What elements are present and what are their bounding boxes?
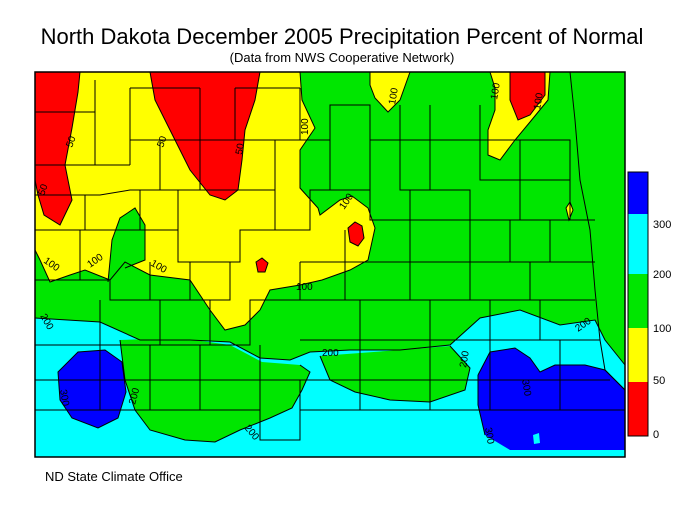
legend-tick-label: 0 — [653, 429, 659, 441]
legend: 300 200 100 50 0 — [627, 171, 671, 441]
map-title: North Dakota December 2005 Precipitation… — [40, 24, 644, 49]
region-300-plus — [478, 348, 625, 450]
legend-swatch-100-200 — [628, 274, 648, 328]
legend-swatch-300-plus — [628, 172, 648, 214]
region-0-50 — [510, 72, 545, 120]
region-300-plus — [58, 350, 126, 428]
legend-tick-label: 50 — [653, 375, 665, 387]
region-0-50 — [35, 72, 80, 225]
contour-label: 100 — [296, 282, 313, 293]
legend-swatch-0-50 — [628, 382, 648, 436]
contour-label: 100 — [532, 92, 546, 111]
legend-swatch-50-100 — [628, 328, 648, 382]
county-boundaries — [35, 71, 626, 441]
contour-label: 200 — [322, 348, 339, 359]
region-200-300 — [533, 433, 540, 444]
contour-label: 300 — [57, 389, 71, 408]
legend-tick-label: 100 — [653, 323, 671, 335]
contour-label-group: 50 50 50 50 100 100 100 100 100 100 100 … — [36, 82, 593, 446]
region-200-300 — [400, 433, 405, 441]
region-100-200 — [120, 338, 310, 442]
contour-label: 50 — [234, 142, 247, 155]
region-0-50 — [150, 72, 260, 200]
contour-label: 200 — [127, 386, 142, 405]
region-0-50 — [348, 222, 364, 246]
legend-tick-label: 300 — [653, 219, 671, 231]
contour-label: 100 — [489, 82, 503, 101]
credit-text: ND State Climate Office — [45, 469, 183, 484]
region-100-200 — [320, 346, 470, 402]
contour-label: 50 — [64, 134, 78, 149]
contour-label: 300 — [482, 427, 496, 446]
contour-label: 50 — [36, 182, 50, 197]
legend-tick-label: 200 — [653, 269, 671, 281]
contour-label: 50 — [155, 134, 169, 149]
contour-label: 300 — [519, 379, 533, 398]
legend-swatch-200-300 — [628, 214, 648, 274]
region-50-100 — [370, 72, 410, 112]
contour-label: 200 — [458, 350, 472, 369]
state-border — [34, 71, 626, 458]
contour-label: 100 — [387, 87, 401, 106]
region-0-50 — [256, 258, 268, 272]
contour-label: 100 — [300, 118, 311, 135]
map-subtitle: (Data from NWS Cooperative Network) — [229, 50, 455, 65]
